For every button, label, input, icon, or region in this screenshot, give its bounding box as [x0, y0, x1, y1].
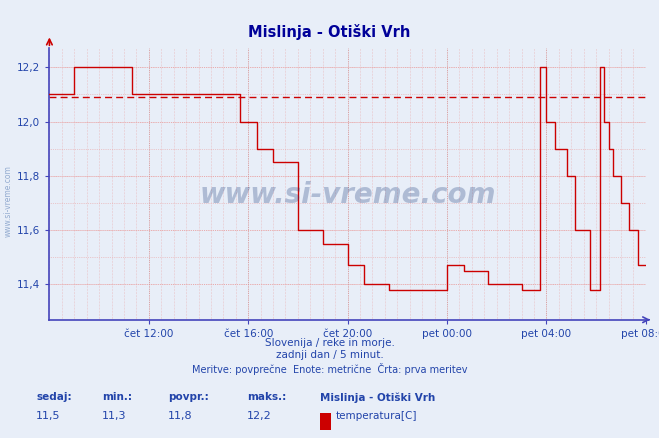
Text: 12,2: 12,2	[247, 411, 272, 421]
Text: 11,3: 11,3	[102, 411, 127, 421]
Text: www.si-vreme.com: www.si-vreme.com	[200, 181, 496, 209]
Text: sedaj:: sedaj:	[36, 392, 72, 402]
Text: Mislinja - Otiški Vrh: Mislinja - Otiški Vrh	[248, 24, 411, 40]
Text: zadnji dan / 5 minut.: zadnji dan / 5 minut.	[275, 350, 384, 360]
Text: Mislinja - Otiški Vrh: Mislinja - Otiški Vrh	[320, 392, 435, 403]
Text: 11,5: 11,5	[36, 411, 61, 421]
Text: temperatura[C]: temperatura[C]	[336, 411, 418, 421]
Text: min.:: min.:	[102, 392, 132, 402]
Text: 11,8: 11,8	[168, 411, 192, 421]
Text: maks.:: maks.:	[247, 392, 287, 402]
Text: Slovenija / reke in morje.: Slovenija / reke in morje.	[264, 338, 395, 348]
Text: Meritve: povprečne  Enote: metrične  Črta: prva meritev: Meritve: povprečne Enote: metrične Črta:…	[192, 363, 467, 374]
Text: www.si-vreme.com: www.si-vreme.com	[3, 166, 13, 237]
Text: povpr.:: povpr.:	[168, 392, 209, 402]
